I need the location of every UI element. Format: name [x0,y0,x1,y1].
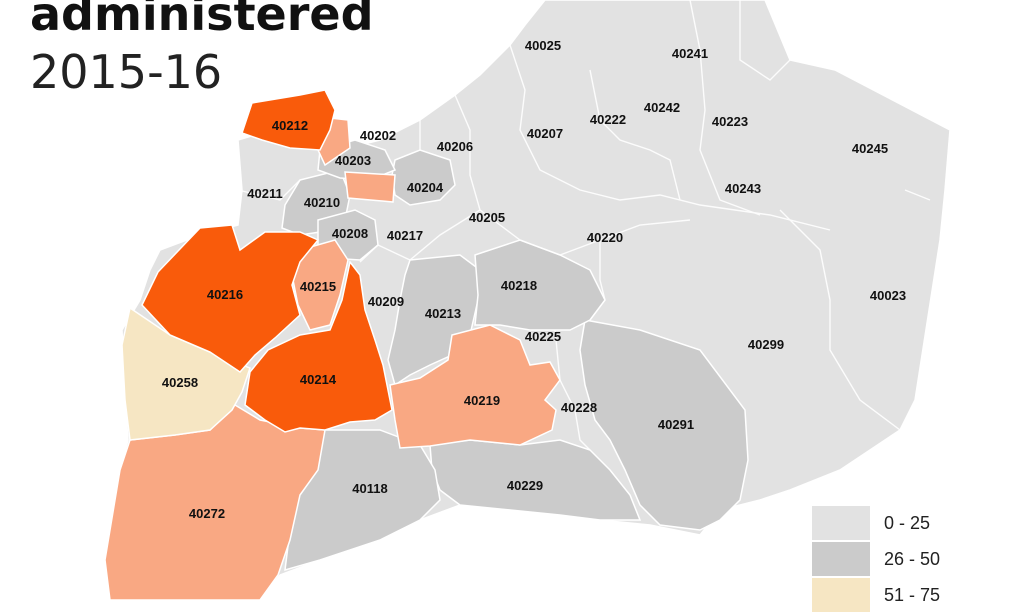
zip-label-40272: 40272 [189,506,225,521]
zip-label-40204: 40204 [407,180,444,195]
zip-label-40206: 40206 [437,139,473,154]
title-line-2: 2015-16 [30,45,223,99]
zip-label-40202: 40202 [360,128,396,143]
border-line [409,209,481,261]
zip-label-40203: 40203 [335,153,371,168]
zip-label-40225: 40225 [525,329,561,344]
border-line [359,244,411,263]
zip-label-40228: 40228 [561,400,597,415]
border-line [589,69,681,201]
legend-item: 0 - 25 [812,506,1024,540]
zip-label-40212: 40212 [272,118,308,133]
border-line [599,240,606,301]
zip-label-40211: 40211 [247,186,282,201]
zip-region-40214 [244,260,393,433]
border-line [739,0,791,81]
zip-labels: 40025 40241 40212 40202 40207 40222 40242 40223… [162,38,906,521]
zip-label-40217: 40217 [387,228,423,243]
zip-label-40258: 40258 [162,375,198,390]
zip-region-40229 [429,439,642,521]
zip-label-40214: 40214 [300,372,337,387]
zip-region-40216 [141,224,320,373]
zip-label-40209: 40209 [368,294,404,309]
zip-label-40242: 40242 [644,100,680,115]
legend-label: 0 - 25 [884,513,931,533]
zip-label-40243: 40243 [725,181,761,196]
legend-swatch [812,578,870,612]
legend-swatch [812,506,870,540]
border-line [454,94,691,256]
legend-label: 51 - 75 [884,585,941,605]
zip-label-40245: 40245 [852,141,888,156]
legend-item: 26 - 50 [812,542,1024,576]
zip-label-40208: 40208 [332,226,368,241]
border-line [779,209,901,431]
zip-label-40118: 40118 [352,481,387,496]
border-line [689,0,761,216]
zip-region-40203-light [344,171,396,203]
border-line [509,44,831,231]
zip-label-40215: 40215 [300,279,336,294]
zip-label-40219: 40219 [464,393,500,408]
zip-label-40207: 40207 [527,126,563,141]
zip-label-40220: 40220 [587,230,623,245]
zip-label-40205: 40205 [469,210,505,225]
title-line-1: administered [30,0,374,41]
zip-label-40222: 40222 [590,112,626,127]
border-line [554,329,591,451]
border-line [904,189,931,201]
zip-label-40223: 40223 [712,114,748,129]
zip-borders [237,0,931,451]
zip-label-40241: 40241 [672,46,708,61]
zip-label-40210: 40210 [304,195,340,210]
zip-label-40023: 40023 [870,288,906,303]
zip-label-40291: 40291 [658,417,694,432]
legend-item: 51 - 75 [812,578,1024,612]
map-title: administered 2015-16 [30,0,374,100]
zip-label-40229: 40229 [507,478,543,493]
zip-label-40213: 40213 [425,306,461,321]
border-line [237,179,301,201]
zip-region-40212 [241,89,336,151]
zip-label-40025: 40025 [525,38,561,53]
zip-label-40216: 40216 [207,287,243,302]
zip-label-40218: 40218 [501,278,537,293]
legend-swatch [812,542,870,576]
zip-label-40299: 40299 [748,337,784,352]
zip-region-40219 [389,324,561,449]
zip-region-40291 [579,319,749,531]
zip-region-40215 [291,239,349,331]
legend-label: 26 - 50 [884,549,941,569]
